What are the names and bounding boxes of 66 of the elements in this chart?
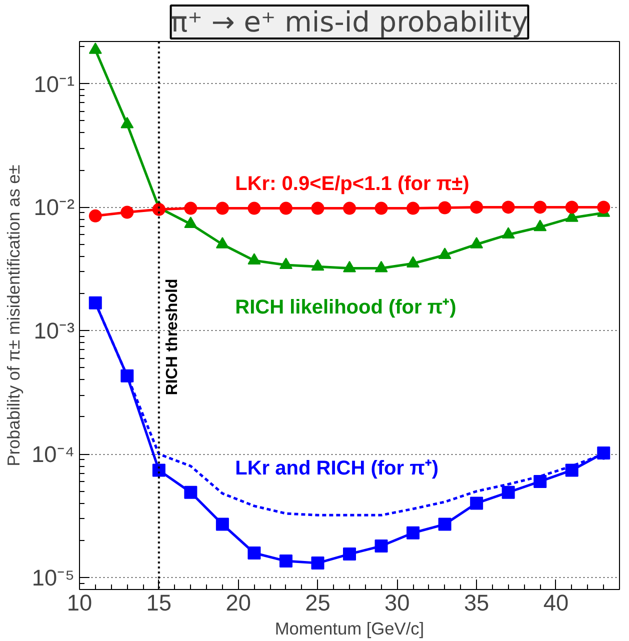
point: [343, 260, 356, 272]
y-tick-label: 10⁻⁴: [32, 441, 74, 468]
point: [470, 200, 484, 214]
point: [565, 200, 578, 214]
point: [184, 216, 198, 228]
series-label: LKr and RICH (for π⁺): [235, 458, 439, 480]
y-tick-label: 10⁻¹: [34, 70, 75, 97]
point: [534, 474, 547, 488]
y-tick-label: 10⁻³: [34, 318, 75, 344]
point: [120, 369, 134, 382]
point: [88, 296, 102, 310]
point: [279, 202, 292, 215]
point: [216, 202, 229, 215]
point: [502, 486, 515, 499]
point: [343, 202, 356, 215]
point: [406, 256, 420, 268]
x-tick-label: 30: [384, 590, 410, 616]
x-tick-label: 35: [464, 590, 490, 616]
ref-line-label: RICH threshold: [164, 278, 181, 396]
x-tick-label: 15: [146, 590, 172, 616]
point: [88, 42, 102, 54]
point: [502, 200, 515, 214]
series-label: RICH likelihood (for π⁺): [235, 296, 456, 319]
series-label: LKr: 0.9<E/p<1.1 (for π±): [235, 173, 470, 196]
point: [88, 209, 102, 222]
point: [343, 548, 356, 561]
point: [502, 227, 515, 239]
point: [374, 540, 388, 553]
point: [311, 259, 324, 271]
point: [374, 202, 388, 215]
point: [438, 201, 452, 214]
point: [470, 236, 484, 248]
y-tick-label: 10⁻²: [34, 194, 75, 220]
point: [120, 116, 134, 128]
point: [248, 546, 261, 560]
point: [597, 446, 610, 460]
point: [184, 202, 198, 215]
point: [374, 260, 388, 272]
y-axis-title: Probability of π± misidentification as e±: [4, 164, 24, 466]
y-tick-label: 10⁻⁵: [32, 564, 74, 591]
x-tick-label: 40: [543, 590, 569, 616]
point: [248, 253, 261, 264]
point: [438, 518, 452, 531]
point: [311, 556, 324, 570]
x-tick-label: 25: [305, 590, 330, 616]
x-tick-label: 20: [226, 590, 251, 616]
point: [120, 206, 134, 219]
point: [406, 526, 420, 540]
point: [152, 464, 166, 477]
point: [534, 220, 547, 232]
point: [152, 202, 166, 216]
x-tick-label: 10: [66, 590, 92, 616]
point: [184, 486, 198, 499]
point: [438, 248, 452, 259]
point: [279, 258, 292, 270]
point: [565, 464, 578, 477]
point: [311, 202, 324, 215]
point: [534, 200, 547, 214]
point: [216, 518, 229, 531]
point: [406, 202, 420, 215]
point: [216, 236, 229, 248]
x-axis-title: Momentum [GeV/c]: [274, 618, 424, 638]
point: [597, 200, 610, 214]
point: [470, 496, 484, 510]
point: [279, 554, 292, 568]
point: [248, 202, 261, 215]
